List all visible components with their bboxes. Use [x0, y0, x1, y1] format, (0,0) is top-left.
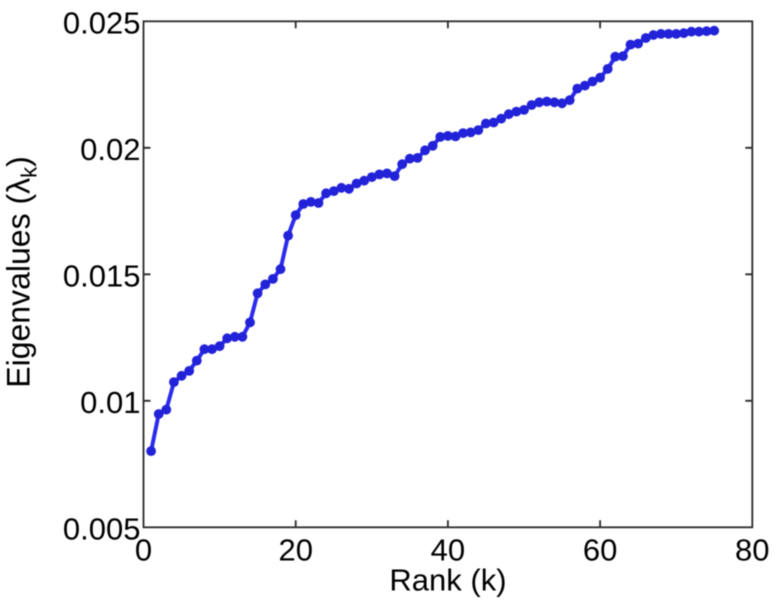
svg-text:Rank (k): Rank (k)	[389, 563, 506, 598]
svg-text:0.025: 0.025	[63, 5, 141, 40]
svg-text:0.02: 0.02	[80, 132, 140, 167]
svg-text:80: 80	[735, 533, 769, 568]
svg-text:0.01: 0.01	[80, 385, 140, 420]
svg-text:Eigenvalues (λk): Eigenvalues (λk)	[1, 156, 42, 388]
svg-text:20: 20	[278, 533, 312, 568]
svg-text:60: 60	[583, 533, 617, 568]
svg-text:0.005: 0.005	[63, 511, 141, 546]
svg-text:0: 0	[135, 533, 152, 568]
svg-text:0.015: 0.015	[63, 258, 141, 293]
svg-text:40: 40	[431, 533, 465, 568]
